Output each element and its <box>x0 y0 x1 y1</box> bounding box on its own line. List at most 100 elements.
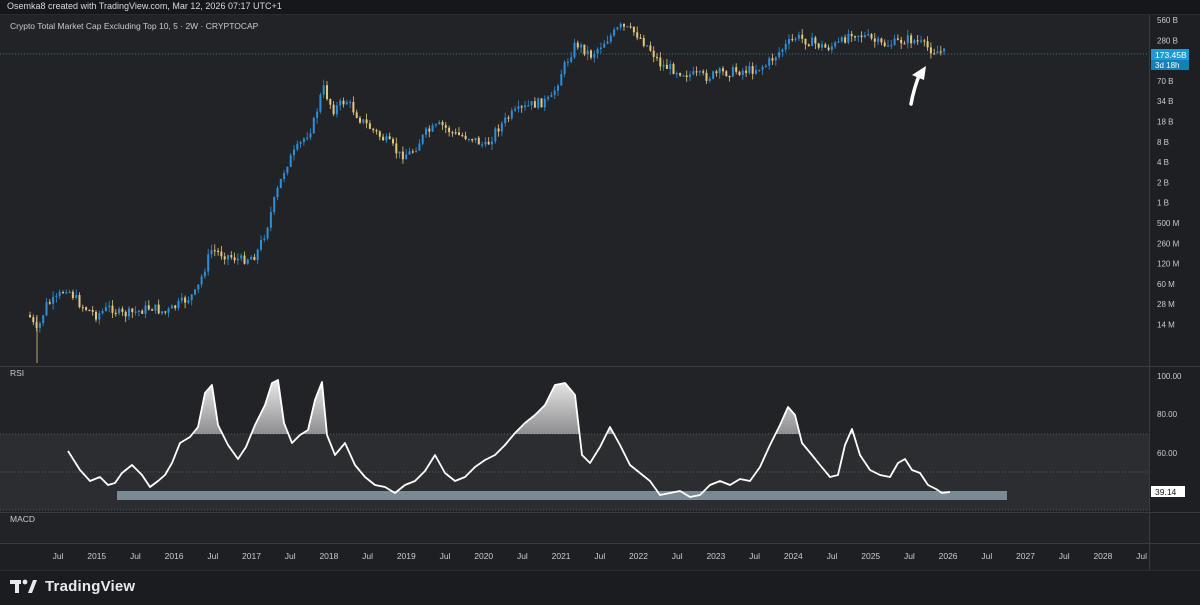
candle-body <box>131 308 134 313</box>
top-bar: Osemka8 created with TradingView.com, Ma… <box>0 0 1200 15</box>
time-axis-label: 2028 <box>1093 551 1112 561</box>
candle-body <box>101 310 104 314</box>
price-tick-label: 34 B <box>1157 97 1173 106</box>
candle-body <box>88 309 91 312</box>
candle-body <box>246 259 249 264</box>
candle-body <box>939 51 942 53</box>
candle-body <box>913 40 916 44</box>
candle-body <box>527 105 530 107</box>
candle-body <box>751 66 754 74</box>
candle-body <box>243 255 246 264</box>
candle-body <box>345 102 348 105</box>
candle-body <box>619 23 622 28</box>
candle-body <box>203 271 206 277</box>
candle-body <box>494 128 497 142</box>
candle-body <box>269 212 272 228</box>
candle-body <box>78 295 81 308</box>
candle-body <box>801 34 804 39</box>
candle-body <box>114 312 117 315</box>
countdown-text: 3d 18h <box>1155 61 1179 70</box>
candle-body <box>190 294 193 301</box>
candle-body <box>936 51 939 54</box>
candle-body <box>240 255 243 259</box>
candle-body <box>448 127 451 133</box>
candle-body <box>860 35 863 38</box>
candle-body <box>378 131 381 137</box>
candle-body <box>52 296 55 304</box>
candle-body <box>570 57 573 62</box>
candle-body <box>477 137 480 145</box>
candle-body <box>98 313 101 320</box>
time-axis-label: 2024 <box>784 551 803 561</box>
rsi-value-text: 39.14 <box>1155 487 1177 497</box>
tradingview-brand[interactable]: TradingView <box>10 577 135 595</box>
candle-body <box>748 66 751 73</box>
candle-body <box>636 32 639 38</box>
candle-body <box>200 276 203 285</box>
candle-body <box>293 149 295 156</box>
candle-body <box>731 67 734 77</box>
price-badge-text: 173.45B <box>1155 50 1187 60</box>
candle-body <box>306 137 309 139</box>
candle-body <box>95 311 97 320</box>
candle-body <box>161 311 163 314</box>
candle-body <box>487 141 490 145</box>
rsi-tick-label: 100.00 <box>1157 372 1182 381</box>
candle-body <box>332 104 335 115</box>
candle-body <box>877 38 880 42</box>
candle-body <box>210 250 213 255</box>
candle-body <box>464 135 467 140</box>
candle-body <box>553 90 556 95</box>
candle-body <box>438 122 441 125</box>
time-axis-label: 2020 <box>474 551 493 561</box>
candle-body <box>863 35 866 38</box>
time-axis-label: Jul <box>1136 551 1147 561</box>
candle-body <box>755 70 757 74</box>
countdown-badge <box>1151 60 1189 70</box>
candle-body <box>821 44 823 48</box>
candle-body <box>441 122 444 126</box>
candle-body <box>929 47 932 54</box>
candle-body <box>883 42 886 47</box>
candle-body <box>784 43 787 50</box>
candle-body <box>613 29 616 36</box>
macd-pane[interactable] <box>0 513 1149 543</box>
candle-body <box>359 117 361 123</box>
candle-body <box>58 292 61 296</box>
candle-body <box>45 302 48 316</box>
candle-body <box>656 56 658 59</box>
candle-body <box>662 64 665 67</box>
time-axis-label: Jul <box>594 551 605 561</box>
candle-body <box>900 39 903 44</box>
chart-area[interactable]: Crypto Total Market Cap Excluding Top 10… <box>0 15 1200 570</box>
candle-body <box>217 250 220 253</box>
candle-body <box>692 71 695 75</box>
time-axis[interactable]: Jul 2015 Jul 2016 Jul 2017 Jul 2018 Jul 2019 Jul 20… <box>53 551 1148 561</box>
support-band-rectangle[interactable] <box>117 491 1007 500</box>
candle-body <box>768 58 771 66</box>
candle-body <box>507 117 510 119</box>
candle-body <box>444 125 447 128</box>
candle-body <box>474 137 477 141</box>
price-pane[interactable] <box>0 15 1149 366</box>
candle-body <box>352 101 355 113</box>
candle-body <box>735 67 738 72</box>
candle-body <box>702 71 705 73</box>
candle-body <box>349 101 352 104</box>
candle-body <box>385 136 388 141</box>
candle-body <box>392 138 394 144</box>
candle-body <box>29 315 31 318</box>
chart-canvas[interactable]: Crypto Total Market Cap Excluding Top 10… <box>0 15 1200 570</box>
candle-body <box>854 36 856 38</box>
candle-body <box>873 38 876 42</box>
candle-body <box>108 305 111 308</box>
candle-body <box>467 139 470 141</box>
candle-body <box>194 289 196 295</box>
candle-body <box>388 136 391 139</box>
candle-body <box>533 101 536 108</box>
candle-body <box>563 62 566 75</box>
candle-body <box>180 297 183 301</box>
candle-body <box>461 135 464 137</box>
